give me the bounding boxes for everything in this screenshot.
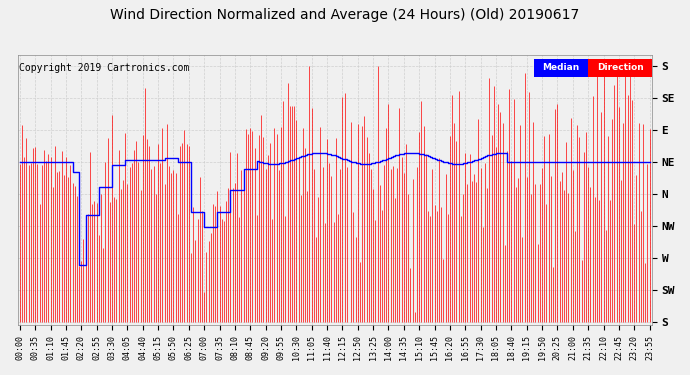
Text: Wind Direction Normalized and Average (24 Hours) (Old) 20190617: Wind Direction Normalized and Average (2… <box>110 8 580 21</box>
Text: Copyright 2019 Cartronics.com: Copyright 2019 Cartronics.com <box>19 63 189 74</box>
FancyBboxPatch shape <box>589 59 652 77</box>
Text: Median: Median <box>542 63 580 72</box>
Text: Direction: Direction <box>597 63 644 72</box>
FancyBboxPatch shape <box>535 59 589 77</box>
